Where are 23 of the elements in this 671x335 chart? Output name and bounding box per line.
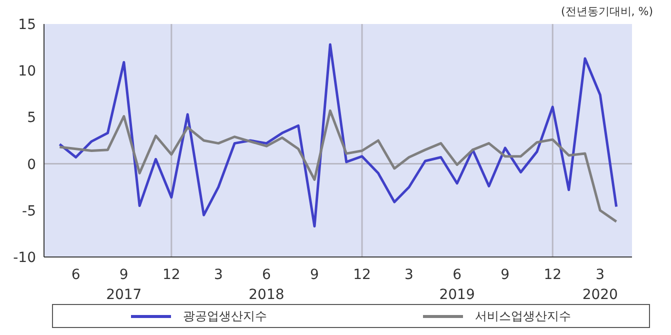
x-tick-label: 12 [353,267,371,283]
x-tick-label: 3 [404,267,414,283]
x-tick-label: 6 2019 [439,267,475,303]
y-tick-label: 15 [18,16,36,33]
line-series [58,43,618,228]
x-tick-label: 12 [162,267,180,283]
x-tick-label: 9 [310,267,319,283]
x-tick-label: 6 [71,267,80,283]
x-tick-label: 3 2020 [582,267,618,303]
line-series [58,109,618,223]
y-tick-label: -10 [13,250,36,266]
y-tick-label: -5 [22,203,36,220]
x-tick-label: 3 [214,267,223,283]
x-tick-label: 9 [500,267,510,283]
y-tick-label: 0 [27,156,36,173]
y-tick-label: 10 [18,64,36,80]
x-tick-label: 9 2017 [106,267,142,303]
x-tick-label: 6 2018 [248,267,284,303]
legend-label: 서비스업생산지수 [474,308,571,324]
x-tick-label: 12 [544,267,562,283]
y-tick-label: 5 [27,110,36,126]
legend-label: 광공업생산지수 [182,308,267,324]
text: (전년동기대비, %) [560,4,653,19]
